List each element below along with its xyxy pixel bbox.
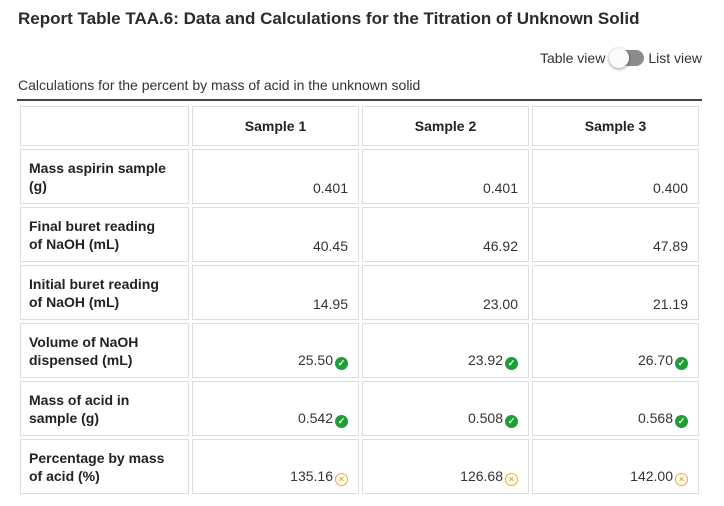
- value-cell-sample-1: 0.401: [192, 149, 359, 204]
- list-view-label[interactable]: List view: [648, 50, 702, 66]
- cell-value: 0.542: [297, 410, 333, 426]
- header-cell-sample-2: Sample 2: [362, 106, 529, 146]
- row-label-line-1: Initial buret reading: [29, 275, 159, 292]
- toggle-knob[interactable]: [609, 48, 630, 68]
- check-circle-icon: ✓: [675, 357, 688, 370]
- table-view-label[interactable]: Table view: [539, 50, 606, 66]
- report-title: Report Table TAA.6: Data and Calculation…: [18, 9, 640, 28]
- table-row: Volume of NaOH dispensed (mL) 25.50 ✓ 23.92 ✓…: [20, 323, 699, 378]
- row-label-line-2: of NaOH (mL): [29, 293, 120, 310]
- table-row: Initial buret reading of NaOH (mL) 14.95 23…: [20, 265, 699, 320]
- data-table: Sample 1 Sample 2 Sample 3 Mass aspirin …: [17, 103, 702, 497]
- value-cell-sample-3: 26.70 ✓: [532, 323, 699, 378]
- cell-value: 26.70: [637, 352, 673, 368]
- header-cell-blank: [20, 106, 189, 146]
- cell-value: 47.89: [652, 238, 688, 254]
- value-cell-sample-2: 23.92 ✓: [362, 323, 529, 378]
- view-toggle-row: Table view List view: [539, 48, 702, 68]
- header-cell-sample-3: Sample 3: [532, 106, 699, 146]
- value-cell-sample-1: 40.45: [192, 207, 359, 262]
- value-cell-sample-2: 0.401: [362, 149, 529, 204]
- row-label: Initial buret reading of NaOH (mL): [20, 265, 189, 320]
- view-toggle-switch[interactable]: [609, 48, 645, 68]
- table-body: Mass aspirin sample (g) 0.401 0.401 0.400 Fin…: [20, 149, 699, 494]
- value-cell-sample-2: 126.68 ×: [362, 439, 529, 494]
- table-row: Mass aspirin sample (g) 0.401 0.401 0.400: [20, 149, 699, 204]
- value-cell-sample-3: 21.19: [532, 265, 699, 320]
- cell-value: 14.95: [312, 296, 348, 312]
- cell-value: 142.00: [630, 468, 673, 484]
- caption-divider: [17, 99, 702, 101]
- value-cell-sample-3: 142.00 ×: [532, 439, 699, 494]
- cell-value: 0.568: [637, 410, 673, 426]
- row-label: Volume of NaOH dispensed (mL): [20, 323, 189, 378]
- value-cell-sample-1: 14.95: [192, 265, 359, 320]
- row-label-line-1: Final buret reading: [29, 217, 156, 234]
- row-label-line-2: sample (g): [29, 409, 100, 426]
- warning-circle-icon: ×: [675, 473, 688, 486]
- check-circle-icon: ✓: [335, 415, 348, 428]
- row-label-line-1: Mass of acid in: [29, 391, 130, 408]
- row-label: Mass aspirin sample (g): [20, 149, 189, 204]
- table-caption: Calculations for the percent by mass of …: [18, 77, 421, 93]
- cell-value: 46.92: [482, 238, 518, 254]
- warning-circle-icon: ×: [335, 473, 348, 486]
- cell-value: 0.401: [312, 180, 348, 196]
- table-row: Final buret reading of NaOH (mL) 40.45 46.9…: [20, 207, 699, 262]
- cell-value: 23.00: [482, 296, 518, 312]
- table-row: Percentage by mass of acid (%) 135.16 × 126.…: [20, 439, 699, 494]
- check-circle-icon: ✓: [335, 357, 348, 370]
- cell-value: 126.68: [460, 468, 503, 484]
- cell-value: 25.50: [297, 352, 333, 368]
- cell-value: 0.401: [482, 180, 518, 196]
- row-label-line-2: of NaOH (mL): [29, 235, 120, 252]
- row-label-line-2: dispensed (mL): [29, 351, 133, 368]
- header-cell-sample-1: Sample 1: [192, 106, 359, 146]
- row-label: Percentage by mass of acid (%): [20, 439, 189, 494]
- row-label-line-1: Percentage by mass: [29, 449, 165, 466]
- cell-value: 0.400: [652, 180, 688, 196]
- value-cell-sample-1: 25.50 ✓: [192, 323, 359, 378]
- row-label-line-2: (g): [29, 177, 47, 194]
- check-circle-icon: ✓: [505, 415, 518, 428]
- row-label-line-1: Volume of NaOH: [29, 333, 139, 350]
- row-label-line-1: Mass aspirin sample: [29, 159, 166, 176]
- check-circle-icon: ✓: [505, 357, 518, 370]
- cell-value: 0.508: [467, 410, 503, 426]
- cell-value: 135.16: [290, 468, 333, 484]
- check-circle-icon: ✓: [675, 415, 688, 428]
- value-cell-sample-3: 0.400: [532, 149, 699, 204]
- row-label: Mass of acid in sample (g): [20, 381, 189, 436]
- value-cell-sample-3: 0.568 ✓: [532, 381, 699, 436]
- cell-value: 23.92: [467, 352, 503, 368]
- row-label: Final buret reading of NaOH (mL): [20, 207, 189, 262]
- cell-value: 21.19: [652, 296, 688, 312]
- value-cell-sample-2: 46.92: [362, 207, 529, 262]
- value-cell-sample-1: 0.542 ✓: [192, 381, 359, 436]
- value-cell-sample-3: 47.89: [532, 207, 699, 262]
- value-cell-sample-2: 0.508 ✓: [362, 381, 529, 436]
- cell-value: 40.45: [312, 238, 348, 254]
- table-header-row: Sample 1 Sample 2 Sample 3: [20, 106, 699, 146]
- row-label-line-2: of acid (%): [29, 467, 100, 484]
- value-cell-sample-2: 23.00: [362, 265, 529, 320]
- table-row: Mass of acid in sample (g) 0.542 ✓ 0.508 ✓ 0.5…: [20, 381, 699, 436]
- value-cell-sample-1: 135.16 ×: [192, 439, 359, 494]
- warning-circle-icon: ×: [505, 473, 518, 486]
